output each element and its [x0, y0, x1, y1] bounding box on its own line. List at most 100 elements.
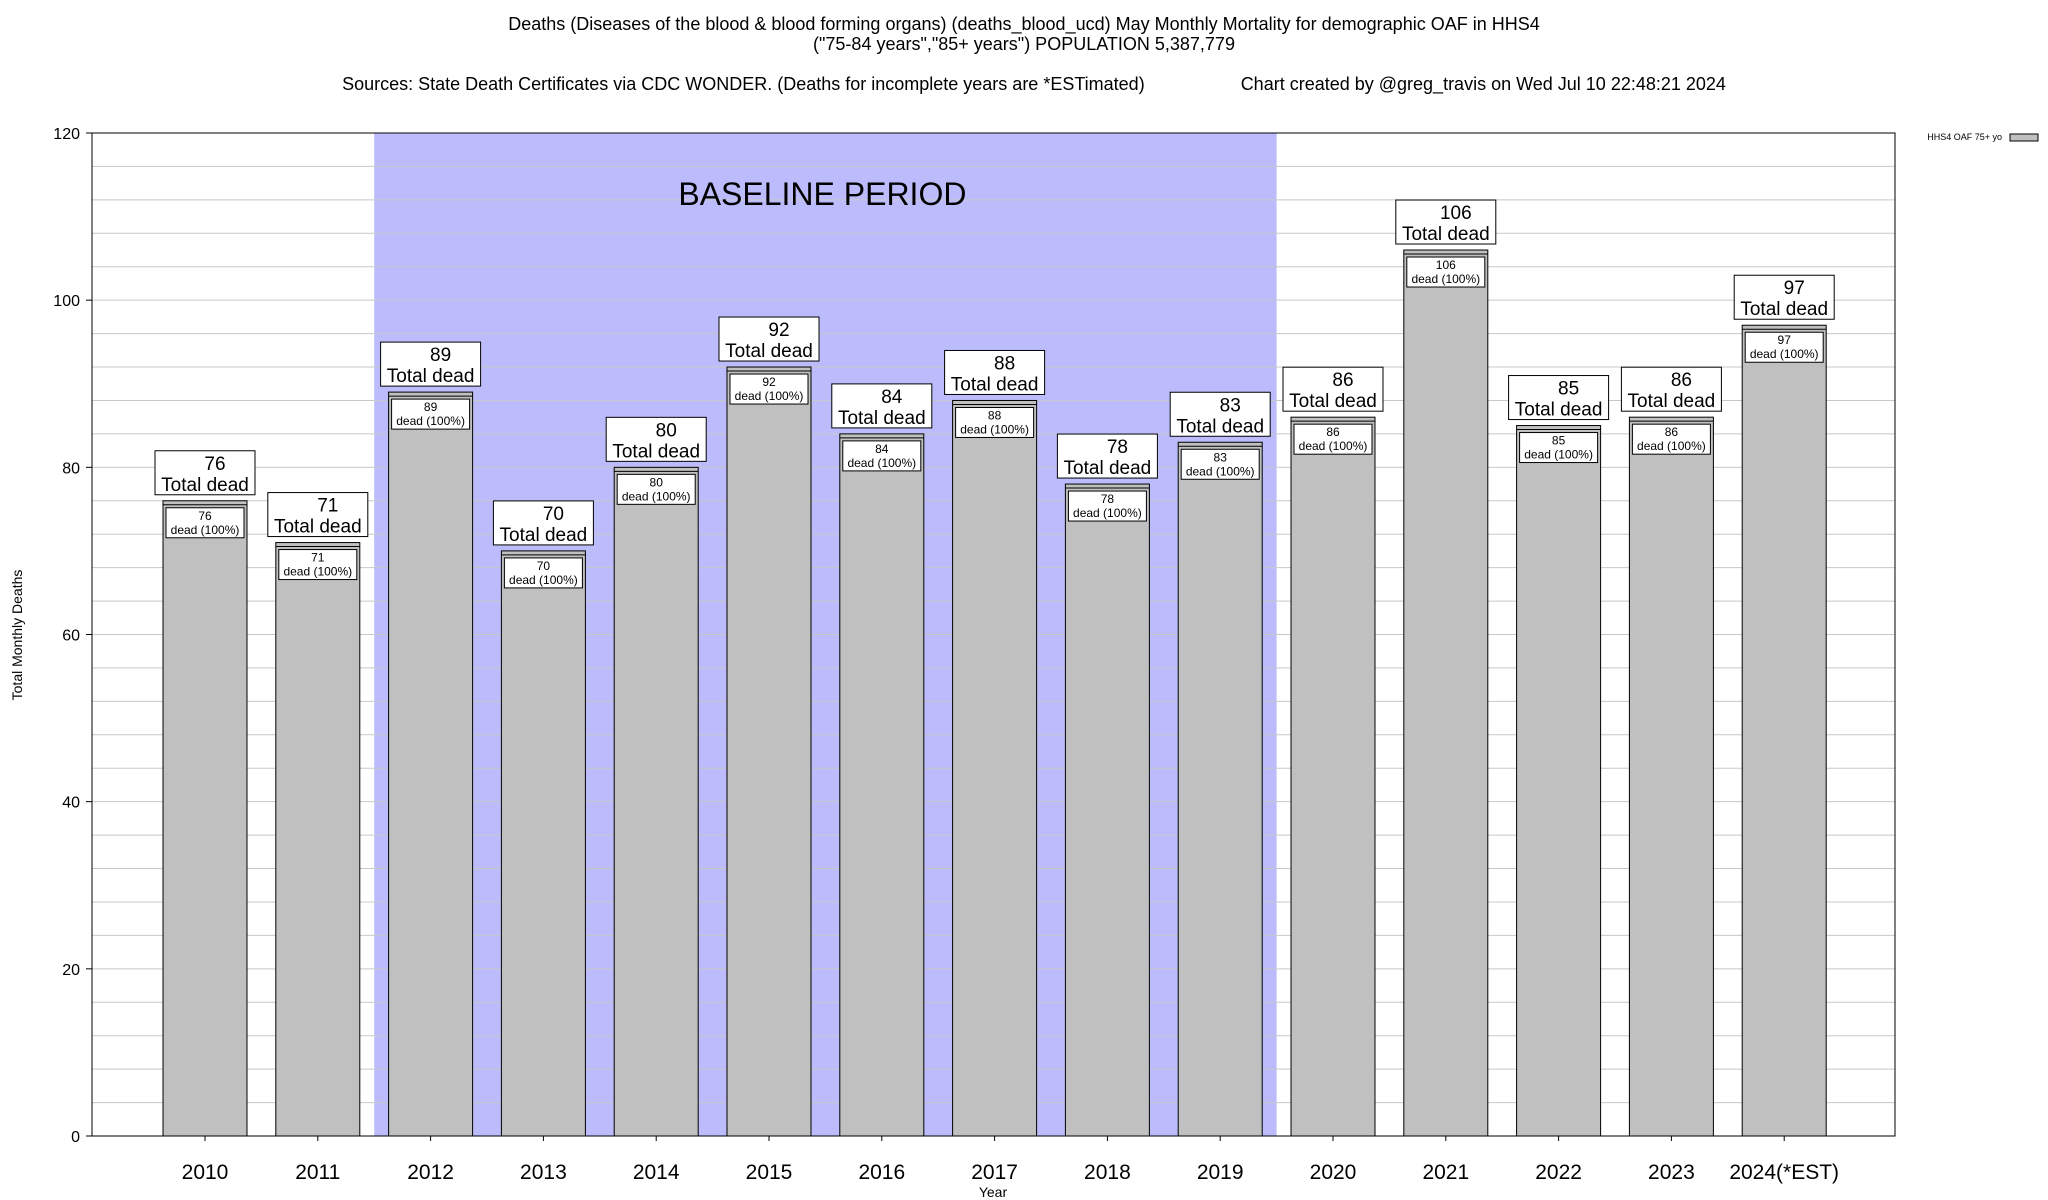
total-dead-label: Total dead	[1176, 416, 1264, 437]
chart-title: Deaths (Diseases of the blood & blood fo…	[0, 14, 2048, 114]
top-label-box	[1508, 375, 1610, 421]
x-tick-label: 2021	[1422, 1161, 1469, 1184]
total-dead-label: Total dead	[161, 475, 249, 496]
bar	[839, 433, 925, 1137]
total-dead-label: Total dead	[274, 517, 362, 538]
y-tick-label: 0	[71, 1129, 80, 1146]
x-tick-label: 2024(*EST)	[1729, 1161, 1839, 1184]
total-dead-label: Total dead	[500, 525, 588, 546]
y-tick-label: 60	[62, 628, 80, 645]
inner-value-label: 84	[875, 442, 889, 456]
data-label: 89	[430, 345, 451, 366]
inner-dead-label: dead (100%)	[509, 573, 578, 587]
data-label: 97	[1784, 278, 1805, 299]
inner-value-label: 85	[1552, 434, 1566, 448]
inner-value-label: 89	[424, 400, 438, 414]
inner-label-box	[278, 549, 358, 581]
top-label-box	[944, 349, 1046, 395]
bar	[1741, 324, 1827, 1137]
x-tick-label: 2023	[1648, 1161, 1695, 1184]
y-tick-label: 80	[62, 460, 80, 477]
data-label: 86	[1332, 370, 1353, 391]
total-dead-label: Total dead	[1402, 224, 1490, 245]
bar	[1290, 416, 1376, 1137]
inner-value-label: 83	[1214, 450, 1228, 464]
inner-value-label: 80	[650, 475, 664, 489]
data-label: 80	[656, 420, 677, 441]
title-line-1: Deaths (Diseases of the blood & blood fo…	[508, 14, 1540, 34]
inner-value-label: 106	[1436, 258, 1456, 272]
inner-label-box	[1519, 432, 1599, 464]
bar	[1064, 483, 1150, 1137]
inner-dead-label: dead (100%)	[171, 523, 240, 537]
total-dead-label: Total dead	[1628, 391, 1716, 412]
bar	[275, 542, 361, 1137]
y-axis-label: Total Monthly Deaths	[9, 570, 25, 701]
x-tick-label: 2016	[858, 1161, 905, 1184]
inner-label-box	[1293, 423, 1373, 455]
created-text: Chart created by @greg_travis on Wed Jul…	[1240, 74, 1726, 94]
x-tick-label: 2013	[520, 1161, 567, 1184]
inner-label-box	[165, 507, 245, 539]
total-dead-label: Total dead	[1515, 400, 1603, 421]
inner-value-label: 76	[198, 509, 212, 523]
x-tick-label: 2011	[295, 1161, 340, 1184]
inner-label-box	[1631, 423, 1711, 455]
x-tick-label: 2022	[1535, 1161, 1582, 1184]
total-dead-label: Total dead	[838, 408, 926, 429]
data-label: 88	[994, 353, 1015, 374]
inner-label-box	[955, 406, 1035, 438]
x-tick-label: 2017	[971, 1161, 1018, 1184]
bar	[952, 399, 1038, 1137]
x-axis: 2010 2011 2012 2013 2014 2015 2016 2017 2018 2019…	[182, 1136, 1839, 1184]
inner-value-label: 88	[988, 408, 1002, 422]
inner-value-label: 78	[1101, 492, 1115, 506]
inner-label-box	[391, 398, 471, 430]
inner-label-box	[842, 440, 922, 472]
inner-value-label: 97	[1778, 333, 1792, 347]
top-label-box	[831, 383, 933, 429]
top-label-box	[1282, 366, 1384, 412]
inner-label-box	[1406, 256, 1486, 288]
inner-value-label: 71	[311, 551, 325, 565]
bar	[1403, 249, 1489, 1137]
bar	[613, 466, 699, 1137]
inner-value-label: 86	[1665, 425, 1679, 439]
inner-value-label: 92	[762, 375, 776, 389]
top-label-box	[1056, 433, 1158, 479]
inner-label-box	[616, 473, 696, 505]
data-label: 71	[317, 496, 338, 517]
bar	[162, 500, 248, 1137]
y-tick-label: 120	[53, 126, 80, 143]
top-label-box	[718, 316, 820, 362]
legend-label: HHS4 OAF 75+ yo	[1927, 132, 2002, 142]
inner-dead-label: dead (100%)	[1186, 464, 1255, 478]
x-tick-label: 2012	[407, 1161, 454, 1184]
y-axis: 0 20 40 60 80 100 120	[53, 126, 92, 1146]
bar	[1628, 416, 1714, 1137]
top-label-box	[154, 450, 256, 496]
total-dead-label: Total dead	[612, 441, 700, 462]
inner-dead-label: dead (100%)	[622, 489, 691, 503]
data-label: 92	[768, 320, 789, 341]
top-label-box	[267, 492, 369, 538]
data-label: 83	[1220, 395, 1241, 416]
inner-dead-label: dead (100%)	[1524, 448, 1593, 462]
x-tick-label: 2020	[1310, 1161, 1357, 1184]
inner-label-box	[1744, 331, 1824, 363]
inner-dead-label: dead (100%)	[847, 456, 916, 470]
x-tick-label: 2010	[182, 1161, 229, 1184]
top-label-box	[1395, 199, 1497, 245]
inner-dead-label: dead (100%)	[1299, 439, 1368, 453]
top-label-box	[1620, 366, 1722, 412]
inner-dead-label: dead (100%)	[1637, 439, 1706, 453]
x-tick-label: 2014	[633, 1161, 680, 1184]
inner-dead-label: dead (100%)	[1411, 272, 1480, 286]
inner-label-box	[729, 373, 809, 405]
bar	[1177, 441, 1263, 1137]
data-label: 70	[543, 504, 564, 525]
data-label: 85	[1558, 379, 1579, 400]
legend: HHS4 OAF 75+ yo	[1927, 132, 2039, 142]
